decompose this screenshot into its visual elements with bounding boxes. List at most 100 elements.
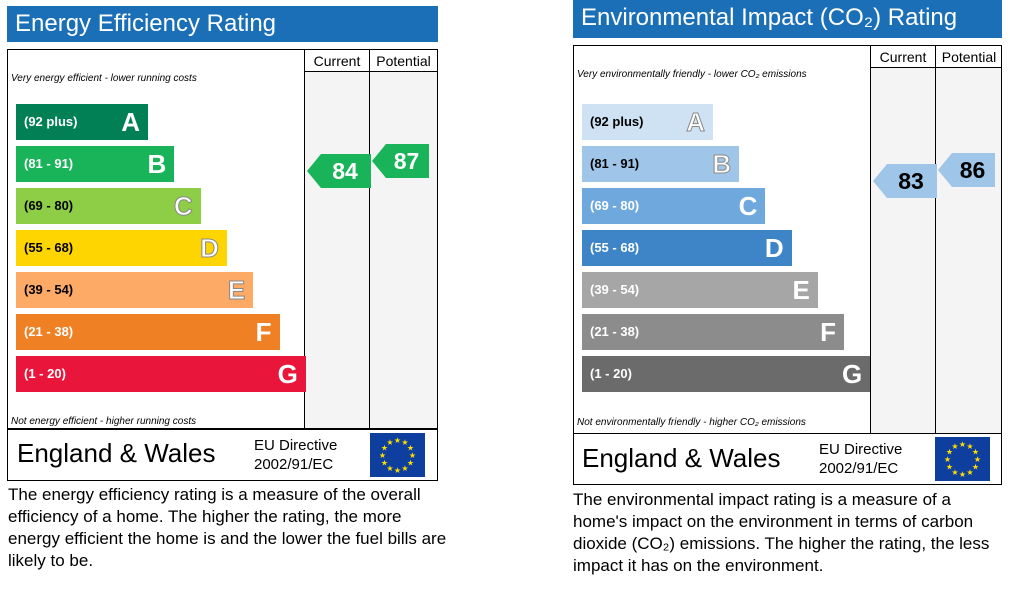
co2-band-letter: C — [738, 191, 758, 221]
energy-band-a: (92 plus) A — [16, 104, 148, 140]
energy-potential-rating-arrow: 87 — [372, 144, 429, 178]
co2-bottom-note: Not environmentally friendly - higher CO… — [577, 417, 806, 428]
co2-current-rating-arrow: 83 — [873, 164, 937, 198]
co2-band-range: (92 plus) — [590, 114, 644, 129]
svg-text:★: ★ — [966, 468, 973, 477]
energy-current-value: 84 — [332, 158, 358, 184]
co2-band-c: (69 - 80) C — [582, 188, 766, 224]
co2-footer-directive-line1: EU Directive — [819, 441, 903, 458]
eu-flag-icon: ★ ★ ★ ★ ★ ★ ★ ★ ★ ★ ★ ★ — [935, 437, 990, 481]
energy-band-range: (21 - 38) — [24, 324, 74, 339]
co2-band-letter: E — [792, 275, 810, 305]
energy-band-range: (69 - 80) — [24, 198, 74, 213]
co2-description: The environmental impact rating is a mea… — [573, 490, 990, 575]
co2-band-range: (39 - 54) — [590, 282, 640, 297]
energy-band-letter: F — [255, 317, 272, 347]
svg-text:★: ★ — [951, 468, 958, 477]
co2-band-letter: D — [764, 233, 784, 263]
svg-text:★: ★ — [394, 436, 401, 445]
co2-current-value: 83 — [898, 168, 924, 194]
svg-text:★: ★ — [409, 451, 416, 460]
svg-text:★: ★ — [959, 470, 966, 479]
co2-band-range: (81 - 91) — [590, 156, 640, 171]
co2-potential-value: 86 — [960, 157, 986, 183]
svg-text:★: ★ — [386, 438, 393, 447]
co2-band-range: (55 - 68) — [590, 240, 640, 255]
energy-band-d: (55 - 68) D — [16, 230, 227, 266]
svg-text:★: ★ — [972, 463, 979, 472]
co2-band-d: (55 - 68) D — [582, 230, 792, 266]
energy-col-potential: Potential — [376, 53, 431, 69]
svg-text:★: ★ — [959, 440, 966, 449]
co2-band-letter: A — [686, 107, 706, 138]
energy-rating-columns-bg — [305, 72, 437, 428]
energy-divider-current — [304, 49, 305, 429]
energy-potential-arrow-shape — [372, 144, 429, 178]
energy-footer-directive-line1: EU Directive — [254, 437, 338, 454]
energy-band-letter: A — [121, 107, 140, 137]
co2-current-arrow-shape — [873, 164, 937, 198]
energy-footer-directive-line2: 2002/91/EC — [254, 456, 334, 473]
svg-text:★: ★ — [407, 444, 414, 453]
co2-band-letter: F — [820, 317, 836, 347]
co2-header-divider — [870, 67, 1002, 68]
eu-stars-icon: ★★★★★★★★★ ★ ★★ — [944, 440, 981, 479]
svg-text:★: ★ — [972, 448, 979, 457]
svg-text:★: ★ — [407, 459, 414, 468]
co2-band-e: (39 - 54) E — [582, 272, 818, 308]
co2-band-range: (69 - 80) — [590, 198, 640, 213]
co2-col-current: Current — [879, 49, 927, 65]
energy-header-divider — [304, 71, 438, 72]
energy-divider-potential — [369, 49, 370, 429]
co2-rating-columns-bg — [871, 68, 1001, 433]
eu-stars-icon: ★★★★★★★★★ ★ ★★ — [379, 436, 416, 475]
co2-col-potential: Potential — [941, 49, 997, 65]
svg-text:★: ★ — [966, 442, 973, 451]
svg-text:★: ★ — [381, 459, 388, 468]
co2-band-letter: B — [712, 149, 732, 180]
energy-band-f: (21 - 38) F — [16, 314, 280, 350]
energy-band-range: (39 - 54) — [24, 282, 74, 297]
energy-current-arrow-shape — [307, 154, 371, 188]
energy-bottom-note: Not energy efficient - higher running co… — [11, 416, 197, 427]
energy-band-range: (92 plus) — [24, 114, 78, 129]
energy-band-letter: D — [200, 233, 220, 264]
co2-chart-title: Environmental Impact (CO₂) Rating — [573, 0, 1002, 38]
energy-band-e: (39 - 54) E — [16, 272, 254, 308]
eu-flag-icon: ★ ★ ★ ★ ★ ★ ★ ★ ★ ★ ★ ★ — [370, 433, 425, 477]
co2-band-range: (1 - 20) — [590, 366, 632, 381]
co2-band-a: (92 plus) A — [582, 104, 713, 140]
co2-divider-current — [870, 45, 871, 434]
energy-band-letter: C — [173, 191, 193, 222]
svg-text:★: ★ — [974, 455, 981, 464]
svg-text:★: ★ — [951, 442, 958, 451]
svg-text:★: ★ — [401, 464, 408, 473]
co2-band-letter: G — [841, 359, 863, 389]
co2-footer-region: England & Wales — [582, 443, 781, 473]
energy-band-range: (81 - 91) — [24, 156, 74, 171]
energy-band-letter: G — [277, 359, 298, 389]
energy-band-letter: E — [227, 275, 246, 306]
co2-band-g: (1 - 20) G — [582, 356, 871, 392]
energy-band-c: (69 - 80) C — [16, 188, 201, 224]
co2-footer-directive-line2: 2002/91/EC — [819, 460, 899, 477]
svg-text:★: ★ — [381, 444, 388, 453]
svg-text:★: ★ — [379, 451, 386, 460]
svg-text:★: ★ — [944, 455, 951, 464]
energy-band-range: (55 - 68) — [24, 240, 74, 255]
energy-col-current: Current — [313, 53, 361, 69]
co2-top-note: Very environmentally friendly - lower CO… — [577, 69, 807, 80]
co2-band-b: (81 - 91) B — [582, 146, 740, 182]
co2-band-f: (21 - 38) F — [582, 314, 844, 350]
energy-description: The energy efficiency rating is a measur… — [8, 485, 447, 570]
energy-potential-value: 87 — [394, 148, 420, 174]
energy-band-b: (81 - 91) B — [16, 146, 175, 182]
energy-top-note: Very energy efficient - lower running co… — [11, 73, 197, 84]
svg-text:★: ★ — [394, 466, 401, 475]
svg-text:★: ★ — [946, 448, 953, 457]
co2-potential-rating-arrow: 86 — [938, 153, 995, 187]
energy-footer-region: England & Wales — [17, 438, 216, 468]
svg-text:★: ★ — [386, 464, 393, 473]
energy-band-range: (1 - 20) — [24, 366, 66, 381]
co2-potential-arrow-shape — [938, 153, 995, 187]
